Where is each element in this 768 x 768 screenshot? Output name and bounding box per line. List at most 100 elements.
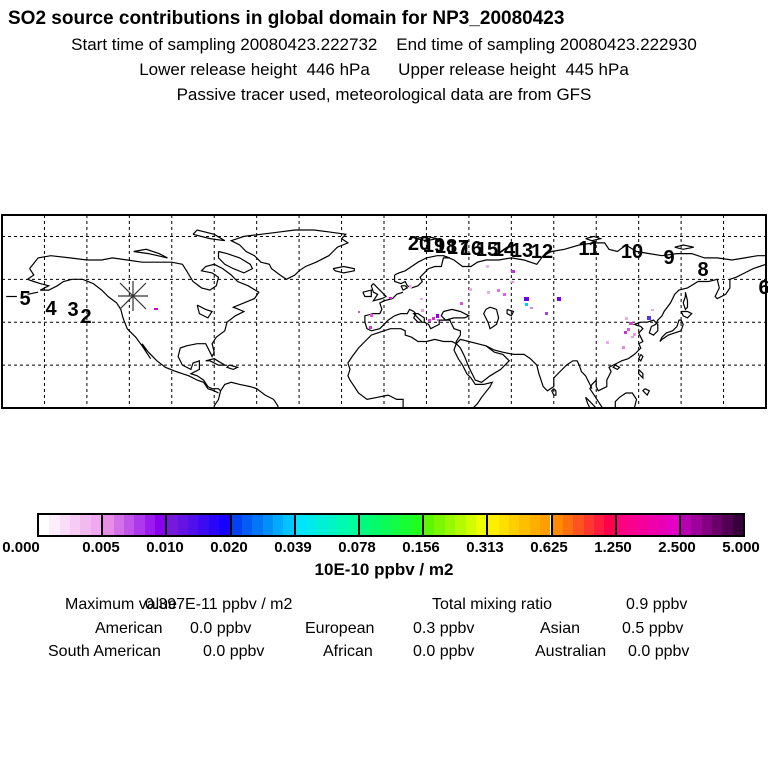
colorbar-step xyxy=(647,515,659,535)
coastline xyxy=(614,392,638,409)
end-time-text: End time of sampling 20080423.222930 xyxy=(396,35,697,54)
colorbar-cell xyxy=(293,515,358,535)
colorbar-step xyxy=(509,515,520,535)
colorbar xyxy=(37,513,745,537)
colorbar-step xyxy=(306,515,317,535)
colorbar-tick-label: 0.039 xyxy=(274,539,312,556)
coastline xyxy=(362,289,372,298)
speckle xyxy=(421,309,424,312)
region-value: 0.0 ppbv xyxy=(628,643,690,660)
coastline xyxy=(585,397,591,409)
colorbar-step xyxy=(488,515,499,535)
coastline xyxy=(440,308,471,321)
colorbar-tick-label: 1.250 xyxy=(594,539,632,556)
coastline xyxy=(485,345,593,392)
tracer-note: Passive tracer used, meteorological data… xyxy=(176,85,592,104)
coastline xyxy=(29,255,260,392)
coastline xyxy=(229,229,350,280)
colorbar-step xyxy=(39,515,50,535)
colorbar-step xyxy=(573,515,584,535)
receptor-asterisk-marker xyxy=(118,281,148,311)
speckle xyxy=(460,302,463,305)
speckle xyxy=(486,265,489,268)
day-label: 2 xyxy=(80,306,91,328)
coastline xyxy=(494,244,514,257)
coastline xyxy=(637,353,644,362)
colorbar-cell xyxy=(165,515,230,535)
coastline xyxy=(506,308,515,317)
speckle xyxy=(511,281,514,283)
colorbar-cell xyxy=(678,515,744,535)
colorbar-tick-label: 0.078 xyxy=(338,539,376,556)
colorbar-step xyxy=(134,515,145,535)
colorbar-step xyxy=(103,515,114,535)
speckle xyxy=(487,291,490,294)
colorbar-step xyxy=(701,515,712,535)
colorbar-step xyxy=(401,515,412,535)
speckle xyxy=(420,298,423,300)
region-value: 0.5 ppbv xyxy=(622,620,684,637)
speckle xyxy=(154,308,158,310)
region-name: Asian xyxy=(540,620,581,637)
coastline xyxy=(217,250,254,274)
coastline xyxy=(364,291,461,344)
colorbar-step xyxy=(465,515,476,535)
speckle xyxy=(651,309,654,311)
colorbar-tick-label: 0.005 xyxy=(82,539,120,556)
speckle xyxy=(530,307,533,309)
coastline xyxy=(682,292,689,311)
colorbar-tick-label: 0.625 xyxy=(530,539,568,556)
colorbar-step xyxy=(326,515,338,535)
speckle xyxy=(428,319,431,322)
day-label: 19 xyxy=(423,235,445,257)
colorbar-step xyxy=(583,515,594,535)
region-value: 0.3 ppbv xyxy=(413,620,475,637)
coastline xyxy=(347,328,457,408)
region-name: African xyxy=(323,643,373,660)
speckle xyxy=(624,331,627,334)
coastline xyxy=(213,390,222,408)
coastline xyxy=(196,304,214,319)
colorbar-step xyxy=(380,515,392,535)
colorbar-cell xyxy=(39,515,102,535)
start-time-text: Start time of sampling 20080423.222732 xyxy=(71,35,378,54)
speckle xyxy=(358,311,360,313)
region-name: European xyxy=(305,620,375,637)
speckle xyxy=(629,322,633,325)
colorbar-step xyxy=(604,515,615,535)
colorbar-step xyxy=(593,515,605,535)
release-heights-line: Lower release height 446 hPa Upper relea… xyxy=(0,60,768,80)
speckle xyxy=(625,317,628,320)
max-value-label: Maximum value xyxy=(65,596,178,613)
coastline xyxy=(674,244,694,250)
speckle xyxy=(469,288,472,291)
day-label: 12 xyxy=(531,241,553,263)
colorbar-step xyxy=(711,515,723,535)
colorbar-step xyxy=(113,515,124,535)
colorbar-step xyxy=(231,515,242,535)
colorbar-step xyxy=(540,515,551,535)
day-label: 10 xyxy=(621,241,643,263)
day-label: 11 xyxy=(578,238,599,260)
coastline xyxy=(133,248,168,259)
speckle xyxy=(436,314,439,318)
colorbar-tick-label: 0.156 xyxy=(402,539,440,556)
coastline xyxy=(443,242,766,268)
speckle xyxy=(432,317,435,320)
day-label: 16 xyxy=(460,238,482,260)
colorbar-step xyxy=(316,515,327,535)
colorbar-step xyxy=(252,515,263,535)
colorbar-step xyxy=(198,515,209,535)
coastline xyxy=(638,368,644,380)
coastline xyxy=(585,235,603,242)
colorbar-step xyxy=(391,515,402,535)
colorbar-cell xyxy=(614,515,679,535)
concentration-speckles xyxy=(154,265,654,349)
speckle xyxy=(511,270,515,273)
speckle xyxy=(627,328,630,331)
region-value: 0.0 ppbv xyxy=(203,643,265,660)
colorbar-step xyxy=(519,515,530,535)
region-value: 0.0 ppbv xyxy=(190,620,252,637)
colorbar-step xyxy=(562,515,574,535)
